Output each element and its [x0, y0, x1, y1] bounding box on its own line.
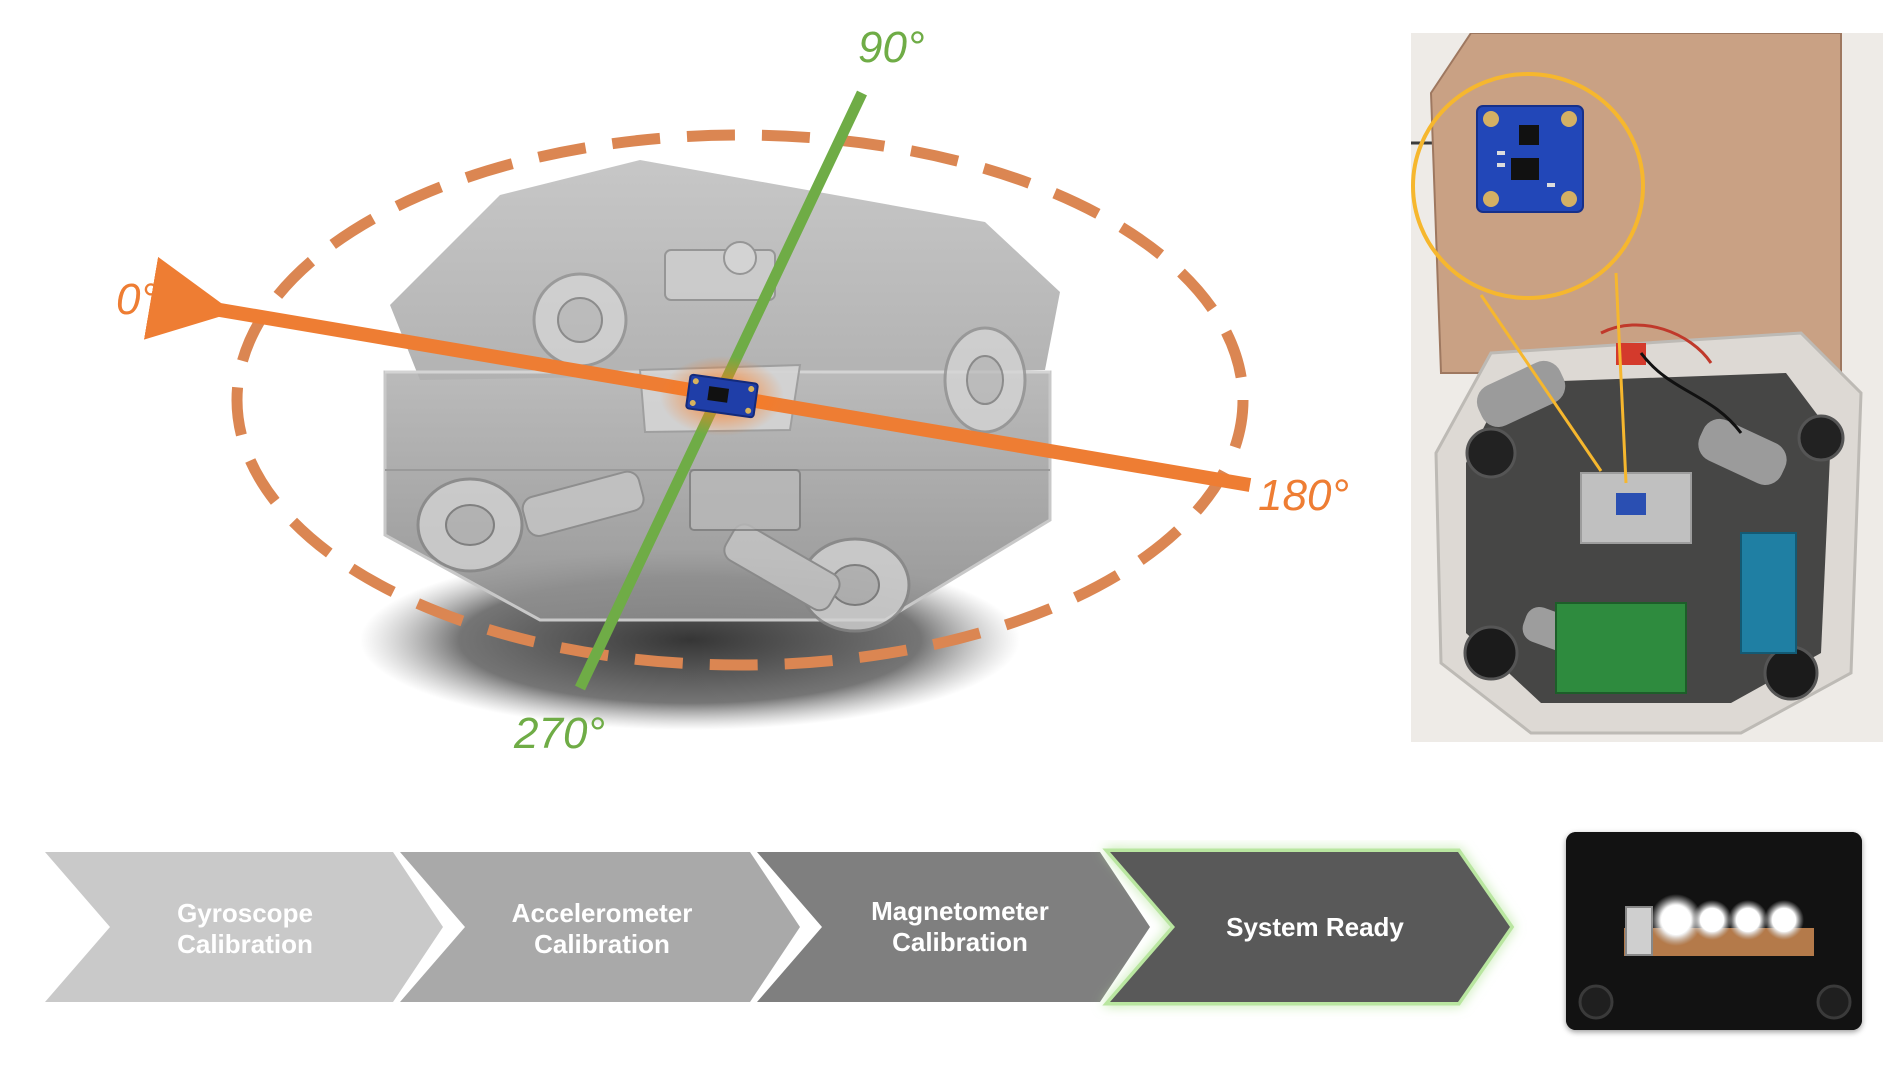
- photo-motor-right: [1698, 414, 1845, 485]
- wheel-right: [943, 326, 1027, 434]
- step-magnetometer-chevron: [757, 852, 1150, 1002]
- led-4: [1772, 908, 1796, 932]
- calibration-pipeline: [45, 848, 1515, 1006]
- step-system-ready-line1: System Ready: [1226, 912, 1404, 942]
- led-connector: [1625, 906, 1653, 956]
- step-accelerometer-line1: Accelerometer: [511, 898, 693, 928]
- led-2: [1700, 908, 1724, 932]
- imu-sensor-board: [685, 373, 759, 419]
- step-accelerometer-label: Accelerometer Calibration: [482, 898, 722, 960]
- step-magnetometer-label: Magnetometer Calibration: [840, 896, 1080, 958]
- led-indicator-panel: [1566, 832, 1862, 1030]
- photo-red-connector: [1616, 343, 1646, 365]
- step-gyroscope-label: Gyroscope Calibration: [130, 898, 360, 960]
- step-gyroscope-line1: Gyroscope: [177, 898, 313, 928]
- led-1: [1661, 905, 1691, 935]
- angle-label-90: 90°: [858, 23, 925, 72]
- orientation-orbit: [231, 129, 1249, 671]
- photo-green-pcb: [1555, 602, 1687, 694]
- led-3: [1736, 908, 1760, 932]
- angle-label-0: 0°: [116, 275, 159, 324]
- wheel-front-left: [416, 470, 645, 573]
- led-indicator-illustration: [1566, 832, 1862, 1030]
- angle-label-180: 180°: [1258, 471, 1350, 520]
- step-gyroscope-line2: Calibration: [177, 929, 313, 959]
- photo-arduino-board: [1740, 532, 1797, 654]
- front-mount-assembly: [664, 241, 801, 531]
- mount-screw-right: [1816, 984, 1852, 1020]
- photo-center-sensor: [1616, 493, 1646, 515]
- step-system-ready-chevron: [1110, 852, 1510, 1002]
- step-accelerometer-chevron: [400, 852, 800, 1002]
- step-magnetometer-line2: Calibration: [892, 927, 1028, 957]
- wheel-back-left: [532, 272, 628, 368]
- zoomed-imu-board: [1476, 105, 1584, 213]
- robot-photo-illustration: [1411, 33, 1883, 742]
- robot-orientation-diagram: [143, 90, 1252, 730]
- step-system-ready-label: System Ready: [1190, 912, 1440, 943]
- step-magnetometer-line1: Magnetometer: [871, 896, 1049, 926]
- robot-photo: [1411, 33, 1883, 742]
- angle-label-270: 270°: [514, 709, 606, 758]
- step-accelerometer-line2: Calibration: [534, 929, 670, 959]
- led-row: [1650, 894, 1804, 946]
- step-gyroscope-chevron: [45, 852, 443, 1002]
- wheel-front-right: [723, 523, 911, 633]
- mount-screw-left: [1578, 984, 1614, 1020]
- sensor-highlight-circle: [1411, 72, 1645, 300]
- photo-motor-left: [1465, 360, 1566, 479]
